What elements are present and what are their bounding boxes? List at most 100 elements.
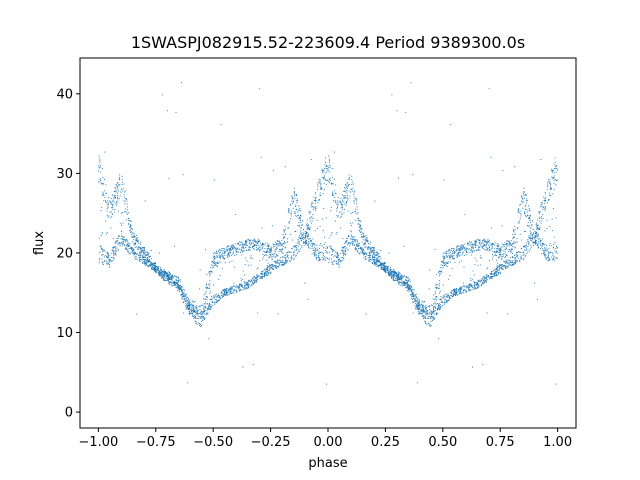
data-point: [534, 234, 536, 236]
data-point: [462, 245, 464, 247]
data-point: [110, 259, 112, 262]
data-point: [444, 296, 446, 298]
data-point: [481, 247, 483, 249]
data-point: [225, 291, 227, 293]
data-point: [537, 234, 539, 236]
data-point: [438, 307, 441, 309]
data-point: [175, 282, 178, 284]
data-point: [521, 202, 523, 204]
data-point: [373, 258, 375, 261]
data-point: [336, 207, 339, 209]
data-point: [275, 262, 277, 264]
data-point: [299, 214, 301, 216]
data-point: [512, 242, 515, 244]
data-point: [522, 201, 524, 203]
data-point: [458, 255, 460, 257]
data-point: [536, 225, 538, 227]
data-point: [318, 260, 320, 262]
data-point: [245, 286, 247, 289]
data-point: [292, 252, 294, 254]
data-point: [190, 312, 193, 314]
data-point: [122, 190, 124, 192]
data-point: [362, 248, 364, 250]
data-point: [129, 226, 131, 228]
data-point: [115, 250, 117, 252]
data-point: [153, 264, 155, 266]
data-point: [477, 287, 479, 289]
data-point: [215, 256, 217, 258]
data-point: [280, 243, 282, 245]
data-point: [183, 312, 185, 314]
data-point: [253, 279, 255, 281]
data-point: [379, 261, 381, 263]
data-point: [225, 250, 227, 252]
data-point: [428, 288, 430, 290]
data-point: [499, 255, 501, 257]
data-point: [296, 200, 298, 202]
data-point: [141, 247, 143, 249]
data-point: [502, 244, 504, 246]
data-point: [390, 273, 392, 275]
data-point: [422, 301, 424, 303]
data-point: [288, 221, 290, 223]
data-point: [102, 262, 104, 264]
data-point: [363, 243, 365, 245]
data-point: [395, 278, 397, 280]
data-point: [182, 174, 184, 176]
data-point: [282, 255, 284, 258]
data-point: [525, 245, 527, 247]
data-point: [291, 247, 293, 249]
data-point: [370, 247, 372, 250]
data-point: [121, 178, 123, 180]
data-point: [300, 227, 302, 229]
data-point: [391, 271, 393, 273]
data-point: [131, 241, 134, 243]
data-point: [354, 244, 356, 246]
data-point: [331, 262, 333, 264]
data-point: [483, 276, 486, 278]
data-point: [301, 224, 303, 226]
data-point: [464, 247, 466, 249]
data-point: [248, 246, 250, 248]
data-point: [446, 266, 448, 268]
data-point: [136, 240, 138, 242]
data-point: [491, 227, 493, 229]
data-point: [528, 241, 530, 243]
data-point: [191, 304, 193, 306]
data-point: [214, 303, 216, 305]
data-point: [462, 285, 464, 287]
data-point: [195, 308, 197, 310]
data-point: [242, 246, 245, 248]
data-point: [162, 270, 164, 272]
data-point: [147, 254, 149, 256]
data-point: [544, 191, 546, 194]
data-point: [547, 255, 549, 257]
data-point: [549, 189, 551, 191]
data-point: [518, 220, 521, 222]
data-point: [458, 250, 460, 252]
data-point: [201, 304, 203, 306]
data-point: [299, 250, 301, 252]
data-point: [368, 259, 370, 261]
data-point: [312, 243, 314, 245]
data-point: [324, 161, 327, 163]
data-point: [463, 285, 465, 287]
data-point: [296, 245, 298, 247]
data-point: [345, 201, 348, 203]
data-point: [226, 250, 228, 252]
data-point: [521, 257, 523, 259]
data-point: [416, 382, 418, 384]
data-point: [210, 298, 212, 300]
data-point: [177, 276, 179, 278]
data-point: [322, 253, 324, 255]
data-point: [299, 208, 301, 210]
data-point: [314, 255, 316, 257]
data-point: [450, 294, 452, 296]
data-point: [206, 273, 208, 275]
data-point: [135, 251, 137, 254]
data-point: [517, 228, 519, 230]
data-point: [519, 261, 521, 263]
data-point: [438, 282, 440, 284]
data-point: [344, 187, 346, 189]
data-point: [291, 257, 293, 259]
